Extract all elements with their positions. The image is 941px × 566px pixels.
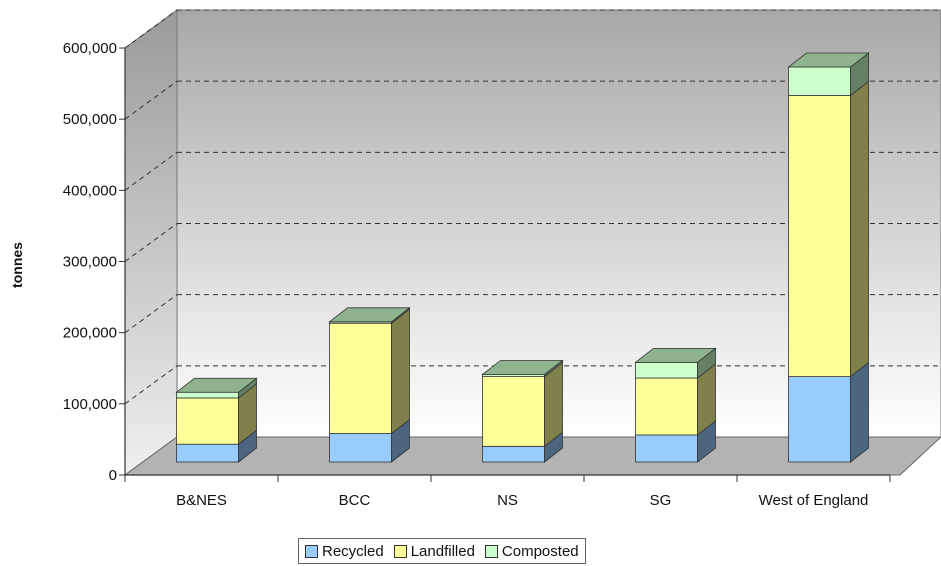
gridline-side (124, 294, 178, 334)
x-tick-label: BCC (339, 492, 371, 509)
bar-top (787, 52, 870, 68)
bar-front (329, 322, 392, 434)
legend-label-landfilled: Landfilled (410, 542, 475, 560)
y-tick-label: 500,000 (63, 111, 117, 128)
bar-front (635, 434, 698, 463)
gridline-side (124, 151, 178, 191)
gridline-side (124, 80, 178, 120)
y-tick-label: 0 (109, 467, 117, 484)
legend-item-landfilled: Landfilled (393, 542, 475, 560)
legend-item-composted: Composted (484, 542, 579, 560)
y-tick-label: 200,000 (63, 325, 117, 342)
bar-top (481, 360, 564, 375)
gridline-side (124, 9, 178, 49)
legend-label-recycled: Recycled (322, 542, 384, 560)
x-tick-label: NS (497, 492, 518, 509)
y-tick-label: 400,000 (63, 182, 117, 199)
bar-front (788, 376, 851, 463)
legend-item-recycled: Recycled (305, 543, 384, 560)
x-tick-label: West of England (759, 492, 869, 509)
bar-top (634, 347, 717, 363)
bar-front (176, 443, 239, 463)
bar-front (788, 66, 851, 96)
x-tick-label: B&NES (176, 492, 227, 509)
gridline-side (124, 223, 178, 262)
bar-front (635, 377, 698, 436)
x-tick-label: SG (650, 492, 672, 509)
gridline-side (124, 365, 178, 405)
legend-swatch-recycled (305, 544, 318, 558)
bar-side (391, 308, 410, 435)
y-tick-label: 300,000 (63, 254, 117, 271)
legend-label-composted: Composted (501, 542, 579, 560)
bar-front (176, 397, 239, 445)
bar-segment-landfilled (482, 361, 563, 448)
bar-segment-landfilled (176, 383, 257, 446)
axes: 0 100,000 200,000 300,000 400,000 500,000 600,… (63, 40, 891, 509)
bar-segment-landfilled (329, 308, 410, 435)
bar-segment-recycled (788, 361, 869, 463)
bar-front (788, 95, 851, 378)
bar-front (329, 433, 392, 463)
bar-side (544, 361, 563, 448)
bar-segment-recycled (635, 420, 716, 463)
y-axis-title: tonnes (9, 242, 25, 288)
bar-front (482, 445, 545, 463)
bar-side (850, 361, 869, 463)
legend: Recycled Landfilled Composted (298, 538, 586, 564)
bars (175, 52, 870, 463)
y-tick-label: 600,000 (63, 40, 117, 57)
bar-segment-composted (635, 347, 716, 379)
bar-top (328, 307, 411, 323)
bar-front (635, 361, 698, 379)
bar-front (176, 391, 239, 399)
legend-swatch-composted (484, 544, 498, 558)
y-tick-label: 100,000 (63, 396, 117, 413)
legend-swatch-landfilled (393, 544, 407, 558)
bar-front (482, 376, 545, 447)
bar-segment-landfilled (635, 363, 716, 436)
bar-top (175, 377, 258, 393)
side-wall (124, 9, 178, 476)
bar-segment-landfilled (788, 80, 869, 378)
bar-side (850, 80, 869, 378)
